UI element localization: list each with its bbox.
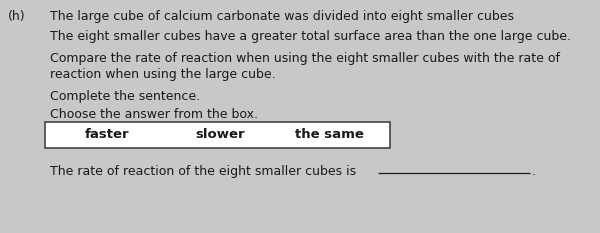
Text: slower: slower: [195, 129, 245, 141]
Text: Complete the sentence.: Complete the sentence.: [50, 90, 200, 103]
FancyBboxPatch shape: [45, 122, 390, 148]
Text: The rate of reaction of the eight smaller cubes is: The rate of reaction of the eight smalle…: [50, 165, 356, 178]
Text: The eight smaller cubes have a greater total surface area than the one large cub: The eight smaller cubes have a greater t…: [50, 30, 571, 43]
Text: Compare the rate of reaction when using the eight smaller cubes with the rate of: Compare the rate of reaction when using …: [50, 52, 560, 65]
Text: .: .: [532, 165, 536, 178]
Text: Choose the answer from the box.: Choose the answer from the box.: [50, 108, 258, 121]
Text: (h): (h): [8, 10, 26, 23]
Text: The large cube of calcium carbonate was divided into eight smaller cubes: The large cube of calcium carbonate was …: [50, 10, 514, 23]
Text: reaction when using the large cube.: reaction when using the large cube.: [50, 68, 275, 81]
Text: faster: faster: [85, 129, 130, 141]
Text: the same: the same: [295, 129, 364, 141]
